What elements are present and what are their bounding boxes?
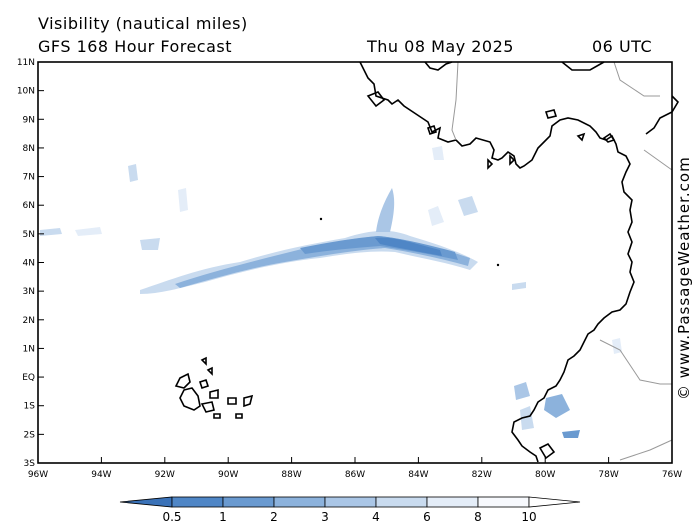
colorbar-label: 3 bbox=[321, 510, 329, 524]
colorbar-arrow-high bbox=[528, 496, 581, 508]
galapagos-islands bbox=[174, 356, 254, 419]
lat-tick-label: 5N bbox=[23, 230, 35, 240]
lon-tick-label: 90W bbox=[218, 470, 238, 480]
colorbar-arrow-low bbox=[119, 496, 173, 508]
lon-tick-label: 94W bbox=[91, 470, 111, 480]
lon-tick-label: 82W bbox=[472, 470, 492, 480]
coastline bbox=[359, 61, 680, 463]
lat-tick-label: 1S bbox=[24, 402, 36, 412]
lon-tick-label: 92W bbox=[155, 470, 175, 480]
colorbar-label: 10 bbox=[521, 510, 536, 524]
lon-tick-label: 78W bbox=[598, 470, 618, 480]
colorbar-segment bbox=[426, 496, 479, 508]
lat-tick-label: 2N bbox=[23, 316, 35, 326]
latitude-axis: 11N 10N 9N 8N 7N 6N 5N 4N 3N 2N 1N EQ 1S 2S 3S bbox=[17, 58, 44, 469]
lat-tick-label: 11N bbox=[17, 58, 35, 68]
lat-tick-label: 3S bbox=[24, 459, 36, 469]
lat-tick-label: 4N bbox=[23, 259, 35, 269]
colorbar-label: 4 bbox=[372, 510, 380, 524]
colorbar-segment bbox=[171, 496, 224, 508]
lat-tick-label: 7N bbox=[23, 173, 35, 183]
colorbar-label: 1 bbox=[219, 510, 227, 524]
forecast-time: 06 UTC bbox=[592, 37, 653, 56]
lon-tick-label: 96W bbox=[28, 470, 48, 480]
map-title: Visibility (nautical miles) bbox=[38, 14, 248, 33]
fog-band-main bbox=[40, 146, 622, 438]
country-borders bbox=[451, 61, 673, 461]
lat-tick-label: 10N bbox=[17, 87, 35, 97]
lon-tick-label: 80W bbox=[535, 470, 555, 480]
colorbar-segment bbox=[222, 496, 275, 508]
lat-tick-label: EQ bbox=[22, 373, 35, 383]
lon-tick-label: 84W bbox=[408, 470, 428, 480]
lat-tick-label: 3N bbox=[23, 287, 35, 297]
lat-tick-label: 9N bbox=[23, 115, 35, 125]
lon-tick-label: 86W bbox=[345, 470, 365, 480]
lat-tick-label: 8N bbox=[23, 144, 35, 154]
lon-tick-label: 76W bbox=[662, 470, 682, 480]
colorbar-segment bbox=[477, 496, 530, 508]
colorbar-label: 2 bbox=[270, 510, 278, 524]
colorbar-label: 8 bbox=[474, 510, 482, 524]
lat-tick-label: 6N bbox=[23, 201, 35, 211]
colorbar-segment bbox=[324, 496, 377, 508]
forecast-subtitle: GFS 168 Hour Forecast bbox=[38, 37, 233, 56]
lon-tick-label: 88W bbox=[281, 470, 301, 480]
credit-text: © www.PassageWeather.com bbox=[675, 156, 693, 400]
colorbar-segment bbox=[273, 496, 326, 508]
longitude-axis: 96W 94W 92W 90W 88W 86W 84W 82W 80W 78W 76W bbox=[28, 457, 682, 480]
lat-tick-label: 2S bbox=[24, 430, 36, 440]
lat-tick-label: 1N bbox=[23, 344, 35, 354]
colorbar-label: 0.5 bbox=[162, 510, 181, 524]
colorbar-segment bbox=[375, 496, 428, 508]
colorbar: 0.5 1 2 3 4 6 8 10 bbox=[119, 496, 581, 524]
forecast-date: Thu 08 May 2025 bbox=[367, 37, 514, 56]
colorbar-label: 6 bbox=[423, 510, 431, 524]
